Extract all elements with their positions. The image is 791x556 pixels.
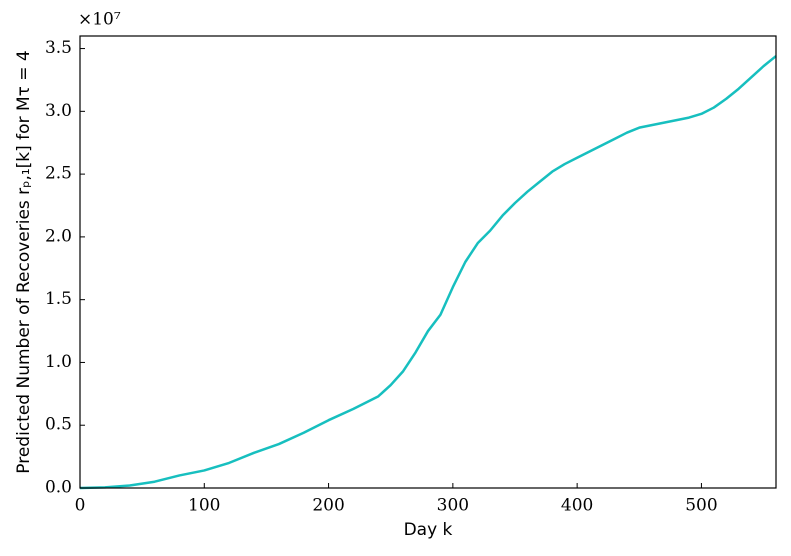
- x-tick-label: 200: [312, 496, 344, 516]
- x-tick-label: 400: [561, 496, 593, 516]
- y-tick-label: 2.5: [45, 164, 72, 184]
- y-tick-label: 2.0: [45, 226, 72, 246]
- x-tick-label: 500: [685, 496, 717, 516]
- y-multiplier: ×10⁷: [78, 10, 121, 30]
- y-tick-label: 0.5: [45, 415, 72, 435]
- data-line: [79, 55, 777, 490]
- y-axis-label: Predicted Number of Recoveries rₚ,₁[k] f…: [14, 50, 34, 473]
- x-tick-label: 0: [75, 496, 86, 516]
- y-tick-label: 3.5: [45, 38, 72, 58]
- y-tick-label: 3.0: [45, 101, 72, 121]
- x-axis-label: Day k: [404, 520, 453, 540]
- x-tick-label: 100: [188, 496, 220, 516]
- y-tick-label: 1.0: [45, 352, 72, 372]
- y-tick-label: 0.0: [45, 478, 72, 498]
- plot-frame: [79, 35, 777, 489]
- x-tick-label: 300: [437, 496, 469, 516]
- y-tick-label: 1.5: [45, 289, 72, 309]
